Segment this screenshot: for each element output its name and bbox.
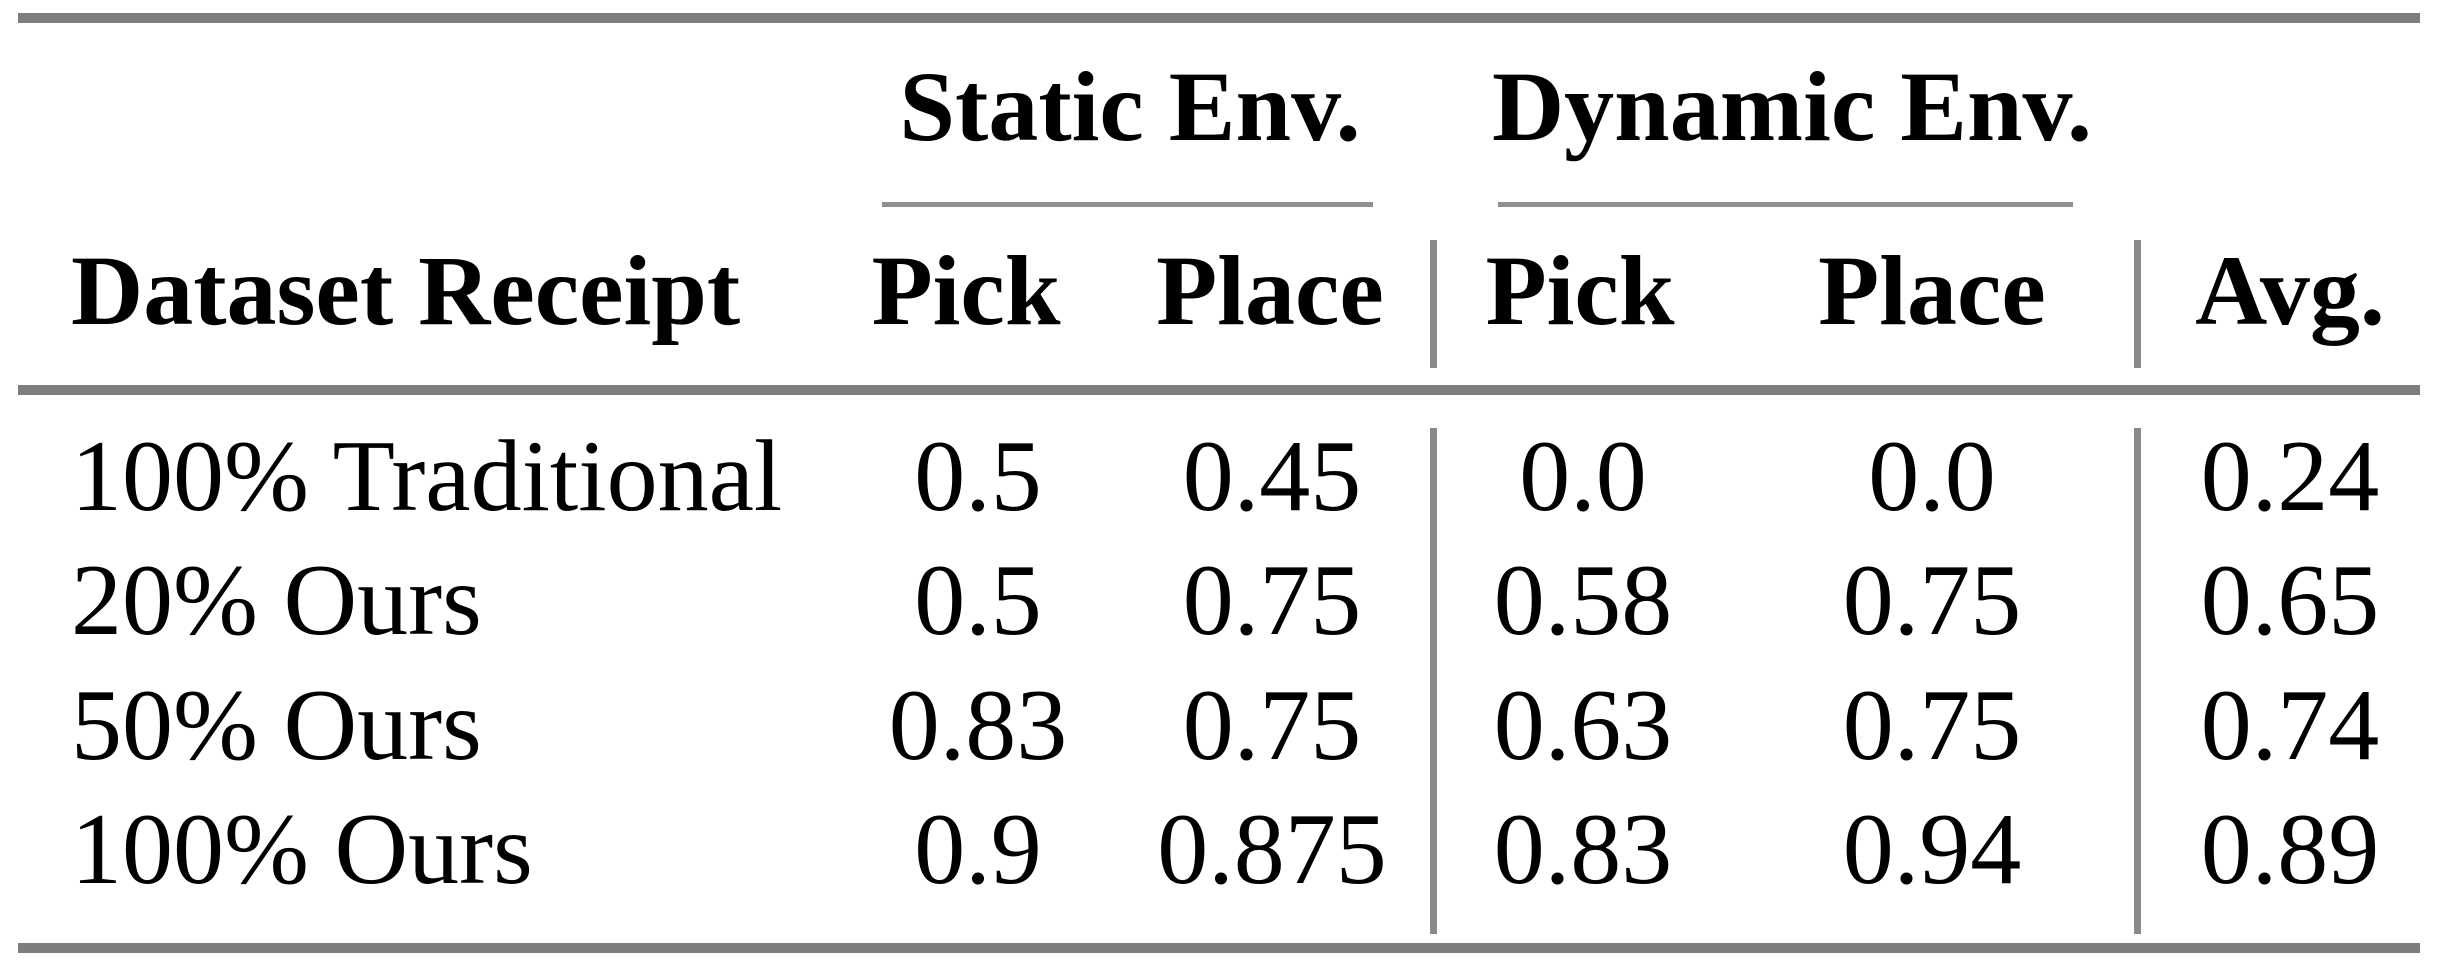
divider-avg-body [2134,428,2141,934]
column-group-static-env: Static Env. [899,51,1361,162]
divider-static-dynamic-header [1430,240,1437,368]
column-header-dataset-receipt: Dataset Receipt [71,235,741,346]
static-env-underline [882,202,1373,207]
cell-dynamic-pick: 0.58 [1493,544,1673,657]
column-header-static-place: Place [1156,235,1384,346]
column-group-dynamic-env: Dynamic Env. [1491,51,2093,162]
cell-static-place: 0.75 [1182,669,1362,782]
header-separator-rule [18,385,2420,395]
cell-static-pick: 0.9 [914,793,1042,906]
cell-static-place: 0.45 [1182,420,1362,533]
row-label: 50% Ours [71,669,482,782]
cell-static-pick: 0.5 [914,420,1042,533]
cell-static-place: 0.75 [1182,544,1362,657]
column-header-dynamic-pick: Pick [1485,235,1675,346]
cell-static-place: 0.875 [1157,793,1387,906]
cell-dynamic-place: 0.94 [1842,793,2022,906]
cell-static-pick: 0.5 [914,544,1042,657]
cell-dynamic-place: 0.75 [1842,669,2022,782]
bottom-rule [18,943,2420,953]
divider-static-dynamic-body [1430,428,1437,934]
cell-static-pick: 0.83 [888,669,1068,782]
top-rule [18,13,2420,23]
row-label: 100% Traditional [71,420,783,533]
cell-avg: 0.24 [2200,420,2380,533]
column-header-dynamic-place: Place [1818,235,2046,346]
cell-avg: 0.89 [2200,793,2380,906]
divider-avg-header [2134,240,2141,368]
cell-dynamic-pick: 0.0 [1519,420,1647,533]
column-header-avg: Avg. [2195,235,2385,346]
row-label: 20% Ours [71,544,482,657]
column-header-static-pick: Pick [871,235,1061,346]
dynamic-env-underline [1498,202,2073,207]
cell-avg: 0.74 [2200,669,2380,782]
cell-dynamic-place: 0.75 [1842,544,2022,657]
cell-dynamic-pick: 0.83 [1493,793,1673,906]
cell-avg: 0.65 [2200,544,2380,657]
row-label: 100% Ours [71,793,533,906]
cell-dynamic-place: 0.0 [1868,420,1996,533]
cell-dynamic-pick: 0.63 [1493,669,1673,782]
